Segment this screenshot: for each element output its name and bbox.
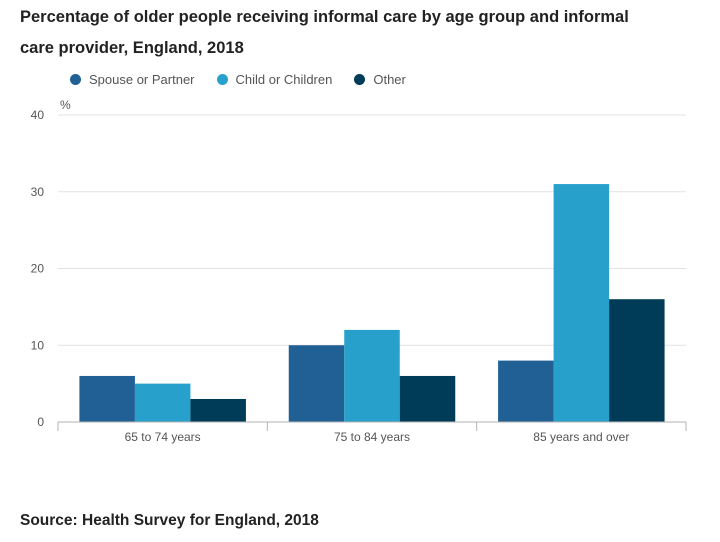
y-axis-ticks: 0 10 20 30 40: [31, 108, 45, 429]
y-axis-unit-label: %: [60, 98, 71, 112]
x-tick-label: 65 to 74 years: [125, 430, 201, 444]
bar: [134, 383, 191, 422]
bar: [609, 299, 665, 422]
y-tick-label: 40: [31, 108, 45, 122]
legend-swatch-other: [354, 74, 366, 85]
bar: [288, 345, 345, 422]
y-tick-label: 20: [31, 262, 45, 276]
bar: [498, 360, 554, 422]
bar-chart: 0 10 20 30 40 % 65 to 74 years 75 to 84 years…: [31, 98, 687, 444]
y-tick-label: 30: [31, 185, 45, 199]
chart-legend: Spouse or Partner Child or Children Othe…: [70, 72, 428, 87]
legend-item-other: Other: [354, 72, 406, 87]
x-axis: [57, 421, 687, 431]
bars: [79, 184, 665, 422]
legend-item-child: Child or Children: [216, 72, 333, 87]
source-note: Source: Health Survey for England, 2018: [20, 512, 319, 529]
bar: [399, 375, 456, 422]
x-tick-label: 75 to 84 years: [334, 430, 410, 444]
bar: [190, 398, 246, 422]
x-axis-ticks: 65 to 74 years 75 to 84 years 85 years and…: [125, 430, 630, 444]
legend-label-other: Other: [373, 72, 406, 87]
y-tick-label: 0: [37, 415, 44, 429]
legend-swatch-child: [216, 74, 228, 85]
legend-item-spouse: Spouse or Partner: [70, 72, 195, 87]
legend-label-child: Child or Children: [235, 72, 333, 87]
x-tick-label: 85 years and over: [533, 430, 629, 444]
legend-swatch-spouse: [70, 74, 81, 85]
bar: [79, 375, 135, 422]
legend-label-spouse: Spouse or Partner: [89, 72, 195, 87]
chart-title: Percentage of older people receiving inf…: [20, 8, 629, 57]
bar: [344, 329, 400, 422]
bar: [553, 184, 610, 422]
y-tick-label: 10: [31, 338, 45, 352]
